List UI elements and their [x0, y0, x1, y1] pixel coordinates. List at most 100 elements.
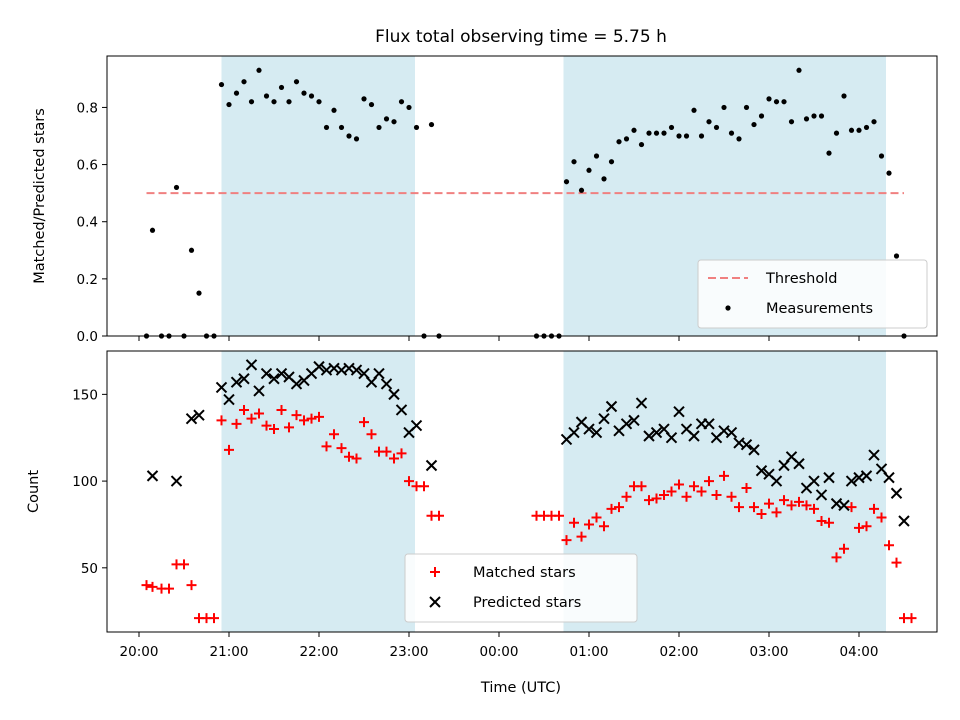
data-point [226, 101, 232, 108]
data-point [659, 489, 669, 500]
data-point [425, 459, 438, 472]
data-point [848, 127, 855, 133]
y-tick-label: 100 [72, 474, 98, 490]
data-point [164, 583, 174, 594]
data-point [571, 159, 577, 165]
data-point [216, 415, 227, 426]
legend-handle [429, 596, 441, 608]
data-point [231, 418, 242, 429]
series-matched-stars [141, 404, 917, 624]
data-point [276, 404, 287, 415]
data-point [147, 581, 158, 592]
data-point [230, 376, 243, 388]
y-axis-label: Matched/Predicted stars [32, 108, 48, 284]
data-point [689, 481, 699, 492]
data-point [284, 422, 294, 433]
panel-count: 50 100 150 20:00 21:00 22:00 23:00 00:00 01:00 02… [26, 350, 938, 660]
data-point [308, 93, 315, 99]
data-point [419, 481, 429, 492]
data-point [188, 247, 195, 253]
y-tick-label: 0.0 [77, 329, 98, 345]
data-point [383, 116, 390, 122]
data-point [329, 429, 339, 440]
series-predicted-stars [146, 359, 910, 527]
data-point [868, 449, 880, 461]
data-point [373, 367, 385, 380]
data-point [569, 517, 579, 528]
data-point [636, 481, 647, 492]
data-point [396, 448, 407, 459]
data-point [646, 130, 652, 136]
data-point [793, 458, 805, 470]
data-point [884, 540, 894, 551]
y-tick-label: 0.4 [77, 215, 98, 231]
data-point [381, 446, 392, 457]
data-point [434, 510, 444, 521]
x-tick-label: 00:00 [480, 644, 519, 660]
legend-box [404, 553, 638, 623]
data-point [706, 119, 712, 125]
data-point [621, 491, 632, 502]
data-point [764, 498, 774, 509]
chart-title: Flux total observing time = 5.75 h [375, 27, 667, 47]
data-point [366, 429, 377, 440]
data-point [361, 96, 367, 102]
x-tick-label: 02:00 [660, 644, 699, 660]
data-point [323, 124, 330, 131]
data-point [398, 99, 405, 105]
data-point [661, 130, 667, 136]
data-point [861, 521, 872, 532]
data-point [726, 491, 737, 502]
data-point [755, 464, 768, 477]
data-point [351, 453, 362, 464]
data-point [696, 486, 707, 497]
data-point [653, 130, 660, 136]
data-point [278, 84, 285, 91]
data-point [568, 426, 580, 439]
data-point [781, 99, 787, 105]
data-point [736, 136, 742, 142]
data-point [368, 101, 375, 108]
x-tick-label: 04:00 [840, 644, 879, 660]
data-point [593, 153, 600, 159]
data-point [606, 503, 617, 514]
data-point [395, 404, 408, 416]
data-point [721, 104, 727, 111]
x-axis-label: Time (UTC) [480, 680, 561, 696]
data-point [608, 159, 615, 165]
legend-label: Predicted stars [473, 595, 581, 611]
data-point [749, 502, 759, 513]
data-point [878, 153, 885, 159]
y-tick-label: 0.6 [77, 158, 98, 174]
data-point [388, 388, 400, 401]
data-point [643, 430, 655, 442]
data-point [173, 184, 180, 191]
data-point [141, 580, 152, 591]
data-point [808, 475, 820, 487]
data-point [616, 139, 622, 145]
data-point [561, 535, 572, 546]
data-point [554, 510, 564, 521]
data-point [583, 423, 595, 435]
data-point [413, 124, 420, 131]
data-point [638, 141, 645, 148]
data-point [713, 124, 720, 131]
data-point [233, 90, 240, 96]
data-point [359, 417, 369, 428]
data-point [786, 500, 797, 511]
data-point [410, 419, 423, 432]
data-point [796, 67, 802, 73]
data-point [734, 502, 744, 513]
data-point [380, 378, 393, 390]
observing-window-1 [221, 351, 415, 632]
data-point [271, 99, 277, 105]
y-tick-label: 150 [72, 387, 98, 403]
data-point [860, 470, 873, 482]
data-point [883, 471, 895, 484]
observing-window-1 [221, 56, 415, 336]
data-point [353, 136, 360, 142]
data-point [185, 412, 198, 425]
data-point [893, 253, 900, 259]
data-point [803, 116, 810, 122]
data-point [293, 79, 300, 85]
